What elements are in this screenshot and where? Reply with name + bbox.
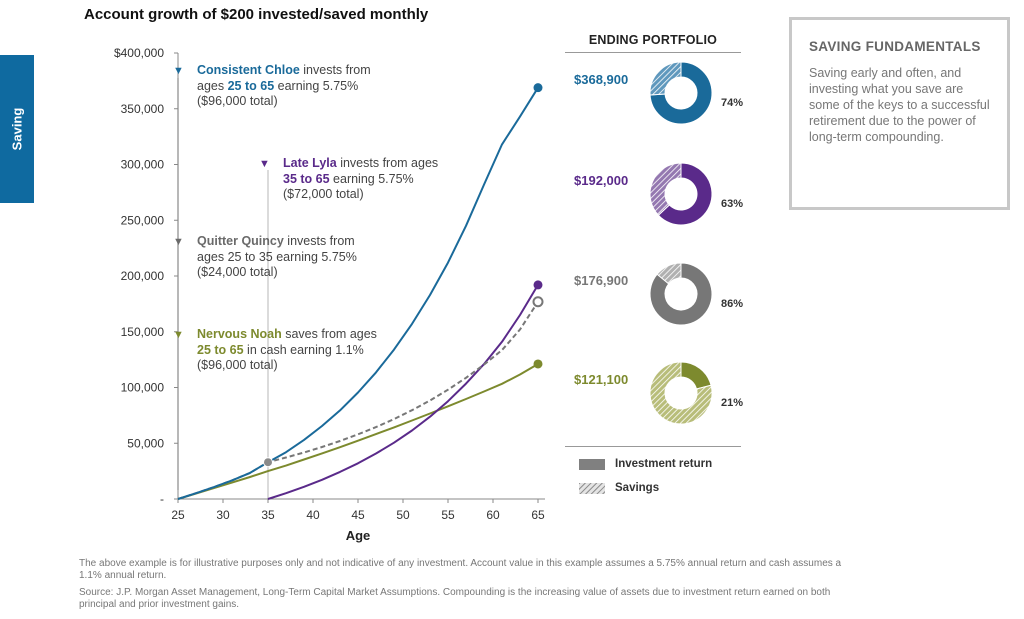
donut-investment-slice (680, 361, 712, 390)
portfolio-value: $121,100 (574, 372, 629, 387)
marker-triangle-icon: ▼ (173, 65, 184, 77)
annotation-nervous-noah: ▼ Nervous Noah saves from ages 25 to 65 in… (173, 327, 377, 374)
x-tick-label: 35 (261, 508, 275, 522)
legend-savings: Savings (579, 482, 659, 494)
fundamentals-body: Saving early and often, and investing wh… (809, 66, 990, 144)
donut-savings-slice (649, 61, 682, 96)
y-tick-label: 150,000 (121, 325, 165, 339)
annotation-line: Consistent Chloe invests from (197, 63, 371, 77)
x-tick-label: 45 (351, 508, 365, 522)
end-marker (532, 296, 544, 308)
marker-triangle-icon: ▼ (173, 236, 184, 248)
x-tick-label: 50 (396, 508, 410, 522)
x-tick-label: 30 (216, 508, 230, 522)
y-tick-label: - (160, 492, 164, 506)
annotation-line: ages 25 to 35 earning 5.75% (197, 249, 357, 264)
portfolio-value: $176,900 (574, 273, 629, 288)
saving-fundamentals-box: SAVING FUNDAMENTALS Saving early and oft… (789, 17, 1010, 210)
portfolio-header: ENDING PORTFOLIO (588, 33, 718, 47)
series-line-quitter-quincy (177, 301, 539, 500)
y-tick-label: 50,000 (127, 436, 164, 450)
fundamentals-title: SAVING FUNDAMENTALS (809, 39, 981, 54)
source-footnote: Source: J.P. Morgan Asset Management, Lo… (79, 587, 831, 610)
annotation-late-lyla: ▼ Late Lyla invests from ages 35 to 65 ear… (259, 156, 439, 203)
portfolio-percent: 86% (721, 298, 744, 310)
portfolio-value: $368,900 (574, 72, 629, 87)
y-tick-label: 300,000 (121, 158, 165, 172)
portfolio-donut (649, 361, 713, 425)
portfolio-percent: 21% (721, 397, 744, 409)
annotation-line: ($24,000 total) (197, 265, 278, 279)
start-marker (263, 457, 273, 468)
x-tick-label: 40 (306, 508, 320, 522)
annotation-quitter-quincy: ▼ Quitter Quincy invests from ages 25 to 3… (173, 234, 357, 281)
series-line-late-lyla (267, 284, 539, 500)
marker-triangle-icon: ▼ (259, 158, 270, 170)
section-tab[interactable]: Saving (0, 55, 34, 203)
annotation-line: ($96,000 total) (197, 358, 278, 372)
annotation-line: ($72,000 total) (283, 187, 364, 201)
donut-investment-slice (649, 61, 713, 125)
x-tick-label: 55 (441, 508, 455, 522)
y-tick-label: $400,000 (114, 46, 164, 60)
marker-triangle-icon: ▼ (173, 329, 184, 341)
annotation-line: ages 25 to 65 earning 5.75% (197, 78, 359, 93)
annotation-consistent-chloe: ▼ Consistent Chloe invests from ages 25 to… (173, 63, 371, 110)
annotation-line: Quitter Quincy invests from (197, 234, 355, 248)
x-tick-label: 25 (171, 508, 185, 522)
x-tick-label: 65 (531, 508, 545, 522)
donut-savings-slice (649, 162, 682, 216)
legend-investment-return-label: Investment return (615, 458, 713, 470)
portfolio-donut (649, 162, 713, 226)
portfolio-donut (649, 61, 713, 125)
x-axis-label: Age (346, 528, 371, 543)
legend-investment-return: Investment return (579, 458, 712, 470)
annotation-line: Nervous Noah saves from ages (197, 327, 377, 341)
portfolio-percent: 63% (721, 198, 744, 210)
portfolio-percent: 74% (721, 97, 744, 109)
portfolio-donut (649, 262, 713, 326)
end-marker (533, 83, 543, 93)
series-line-consistent-chloe (177, 87, 539, 500)
donut-investment-slice (649, 262, 713, 326)
x-tick-label: 60 (486, 508, 500, 522)
y-tick-label: 350,000 (121, 102, 165, 116)
y-tick-label: 250,000 (121, 213, 165, 227)
series-line-nervous-noah (177, 363, 539, 500)
disclaimer-footnote: The above example is for illustrative pu… (79, 558, 842, 581)
y-tick-label: 200,000 (121, 269, 165, 283)
portfolio-value: $192,000 (574, 173, 629, 188)
donut-savings-slice (656, 262, 682, 285)
portfolio-divider (565, 446, 741, 447)
legend-savings-label: Savings (615, 482, 660, 494)
donut-investment-slice (657, 162, 713, 226)
hatched-swatch-icon (579, 482, 605, 494)
donut-savings-slice (649, 361, 713, 425)
annotation-line: 35 to 65 earning 5.75% (283, 171, 414, 186)
annotation-line: 25 to 65 in cash earning 1.1% (197, 342, 364, 357)
y-tick-label: 100,000 (121, 381, 165, 395)
solid-swatch-icon (579, 458, 605, 470)
portfolio-header-divider (565, 52, 741, 53)
annotation-line: ($96,000 total) (197, 94, 278, 108)
annotation-line: Late Lyla invests from ages (283, 156, 439, 170)
end-marker (533, 280, 543, 290)
chart-title: Account growth of $200 invested/saved mo… (84, 6, 429, 23)
end-marker (533, 359, 543, 369)
